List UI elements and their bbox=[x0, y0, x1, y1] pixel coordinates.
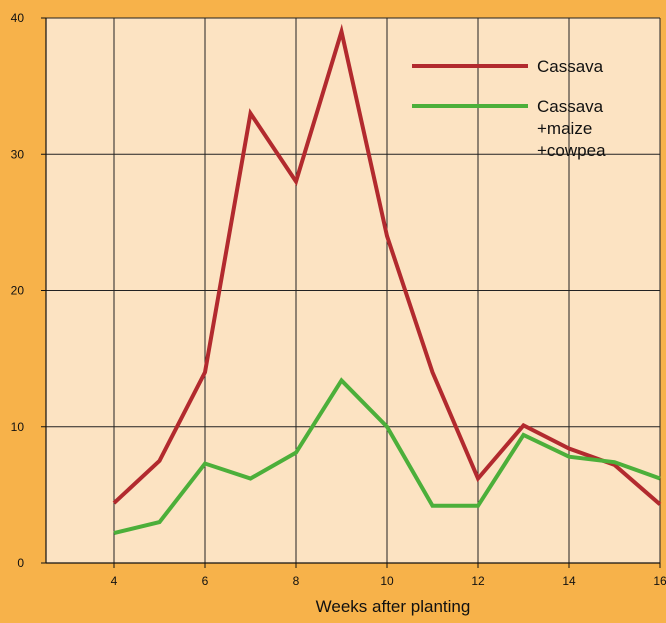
x-tick-label: 14 bbox=[562, 574, 576, 588]
legend-label-intercrop: +cowpea bbox=[537, 141, 606, 160]
x-tick-label: 10 bbox=[380, 574, 394, 588]
x-tick-label: 4 bbox=[111, 574, 118, 588]
y-tick-label: 40 bbox=[11, 11, 25, 25]
x-tick-label: 8 bbox=[293, 574, 300, 588]
legend-label-cassava: Cassava bbox=[537, 57, 604, 76]
x-axis-title: Weeks after planting bbox=[316, 597, 471, 616]
y-tick-label: 30 bbox=[11, 147, 25, 161]
legend-label-intercrop: Cassava bbox=[537, 97, 604, 116]
x-tick-label: 16 bbox=[653, 574, 666, 588]
y-tick-label: 20 bbox=[11, 284, 25, 298]
y-tick-label: 10 bbox=[11, 420, 25, 434]
x-tick-label: 12 bbox=[471, 574, 485, 588]
x-tick-label: 6 bbox=[202, 574, 209, 588]
y-tick-label: 0 bbox=[17, 556, 24, 570]
legend-label-intercrop: +maize bbox=[537, 119, 592, 138]
